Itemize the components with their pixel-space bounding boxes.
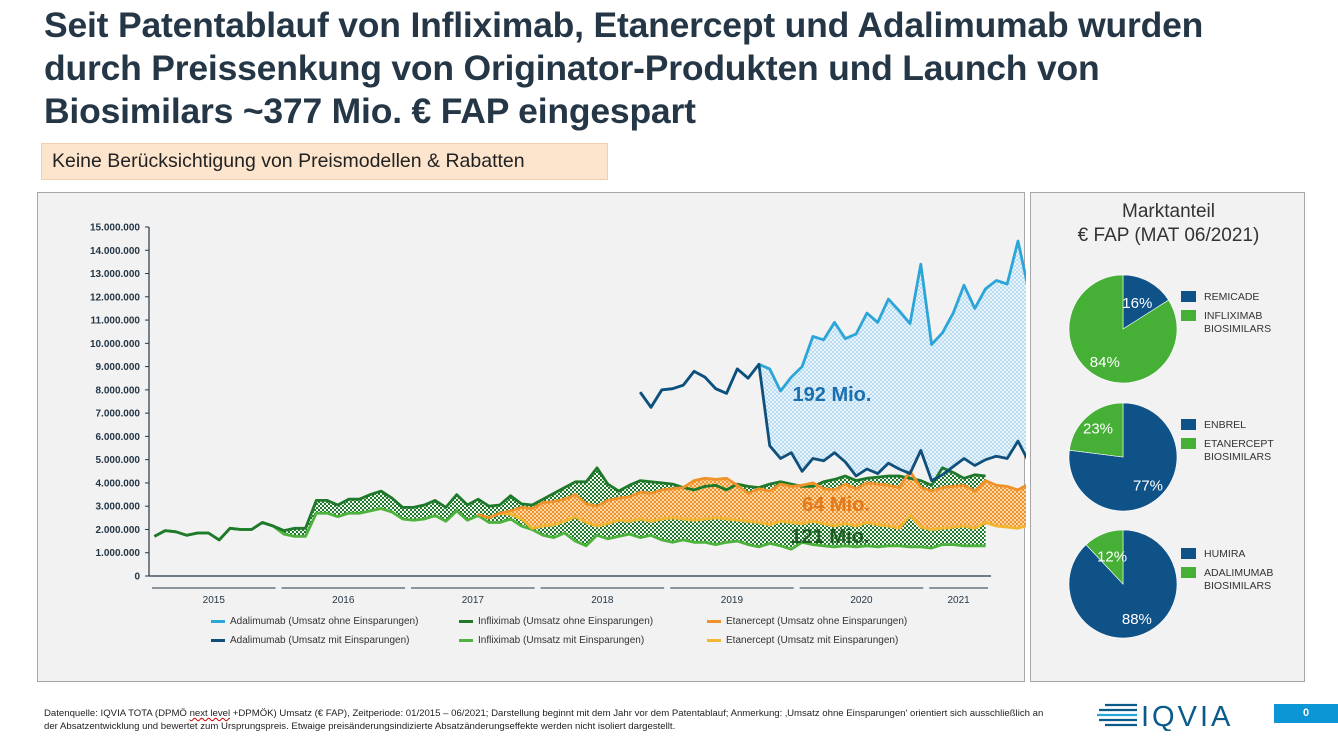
line-infliximab-ohne xyxy=(153,466,986,542)
pie-percent-label: 16% xyxy=(1122,295,1152,312)
y-tick-label: 13.000.000 xyxy=(90,269,140,280)
annotation-label: 64 Mio. xyxy=(802,494,870,516)
legend-swatch xyxy=(459,620,473,623)
year-label: 2021 xyxy=(947,595,970,606)
legend-swatch xyxy=(211,639,225,642)
y-tick-label: 5.000.000 xyxy=(96,455,141,466)
year-label: 2018 xyxy=(591,595,614,606)
pie-legend-swatch xyxy=(1181,438,1196,449)
y-tick-label: 9.000.000 xyxy=(96,362,141,373)
y-tick-label: 7.000.000 xyxy=(96,409,141,420)
legend-label: Etanercept (Umsatz ohne Einsparungen) xyxy=(726,616,908,627)
iqvia-logo: IQVIA xyxy=(1097,701,1233,731)
line-chart-panel: 0 1.000.000 2.000.000 3.000.000 4.000.000 5.0… xyxy=(37,192,1026,682)
legend-label: Adalimumab (Umsatz ohne Einsparungen) xyxy=(230,616,419,627)
footer-text-2: +DPMÖK) Umsatz (€ FAP), Zeitperiode: 01/… xyxy=(44,708,1044,732)
y-tick-label: 11.000.000 xyxy=(91,316,141,327)
y-tick-label: 15.000.000 xyxy=(90,223,140,234)
pie-panel-title-line2: € FAP (MAT 06/2021) xyxy=(1077,225,1260,246)
y-tick-label: 3.000.000 xyxy=(96,502,141,513)
legend-item: Adalimumab (Umsatz ohne Einsparungen) xyxy=(211,616,418,627)
legend-label: Adalimumab (Umsatz mit Einsparungen) xyxy=(230,635,410,646)
market-share-panel: Marktanteil € FAP (MAT 06/2021) 16% 84% 77… xyxy=(1030,192,1305,682)
annotation-label: 121 Mio. xyxy=(791,526,870,548)
year-label: 2019 xyxy=(721,595,744,606)
legend-swatch xyxy=(459,639,473,642)
logo-text: IQVIA xyxy=(1141,701,1233,731)
axes: 0 1.000.000 2.000.000 3.000.000 4.000.000 5.0… xyxy=(90,223,991,606)
legend-label: Infliximab (Umsatz ohne Einsparungen) xyxy=(478,616,654,627)
pie-legend-swatch xyxy=(1181,419,1196,430)
pie-percent-label: 23% xyxy=(1083,421,1113,438)
pie-legend-label: INFLIXIMAB BIOSIMILARS xyxy=(1204,310,1272,335)
legend-swatch xyxy=(707,620,721,623)
legend-swatch xyxy=(211,620,225,623)
savings-areas xyxy=(154,241,1026,550)
legend-label: Infliximab (Umsatz mit Einsparungen) xyxy=(478,635,645,646)
pie-percent-label: 12% xyxy=(1097,548,1127,565)
logo-lines-icon xyxy=(1097,703,1137,727)
page-number: 0 xyxy=(1274,704,1338,723)
y-tick-label: 4.000.000 xyxy=(96,478,141,489)
annotations: 192 Mio. 64 Mio. 121 Mio. xyxy=(791,384,872,548)
pie-legend-label: HUMIRA xyxy=(1204,548,1246,560)
series-lines xyxy=(153,239,1026,551)
y-tick-label: 12.000.000 xyxy=(90,292,140,303)
legend-item: Infliximab (Umsatz ohne Einsparungen) xyxy=(459,616,653,627)
line-adalimumab-mit xyxy=(639,362,1026,483)
legend-label: Etanercept (Umsatz mit Einsparungen) xyxy=(726,635,899,646)
pie-percent-label: 84% xyxy=(1090,354,1120,371)
pie-legend-label: ADALIMUMAB BIOSIMILARS xyxy=(1204,567,1274,592)
year-label: 2020 xyxy=(850,595,873,606)
legend-swatch xyxy=(707,639,721,642)
legend-item: Adalimumab (Umsatz mit Einsparungen) xyxy=(211,635,410,646)
slide-title: Seit Patentablauf von Infliximab, Etaner… xyxy=(44,5,1204,131)
year-label: 2017 xyxy=(462,595,485,606)
pie-slice-biosimilar xyxy=(1068,274,1178,384)
line-etanercept-mit xyxy=(477,511,1026,531)
note-box: Keine Berücksichtigung von Preismodellen… xyxy=(41,143,608,180)
pie-chart: 77% 23% xyxy=(1068,402,1178,512)
pie-percent-label: 77% xyxy=(1133,477,1163,494)
year-label: 2016 xyxy=(332,595,355,606)
y-tick-label: 2.000.000 xyxy=(96,525,141,536)
pie-slice-originator xyxy=(1122,274,1170,330)
pie-charts: 16% 84% 77% 23% 88% 12% xyxy=(1068,274,1178,639)
pie-legend-swatch xyxy=(1181,548,1196,559)
line-infliximab-mit xyxy=(153,507,986,551)
legend-item: Etanercept (Umsatz mit Einsparungen) xyxy=(707,635,898,646)
pie-legend-swatch xyxy=(1181,291,1196,302)
footer-source-note: Datenquelle: IQVIA TOTA (DPMÖ next level… xyxy=(44,707,1044,733)
pie-slice-biosimilar xyxy=(1085,529,1124,585)
pie-chart: 88% 12% xyxy=(1068,529,1178,639)
line-etanercept-ohne xyxy=(477,469,1026,520)
pie-chart: 16% 84% xyxy=(1068,274,1178,384)
pie-percent-label: 88% xyxy=(1122,611,1152,628)
footer-text-underlined: next level xyxy=(189,708,231,719)
y-tick-label: 1.000.000 xyxy=(96,548,141,559)
y-tick-label: 8.000.000 xyxy=(96,385,141,396)
pie-legend-swatch xyxy=(1181,310,1196,321)
year-label: 2015 xyxy=(203,595,226,606)
pie-slice-biosimilar xyxy=(1069,402,1124,458)
annotation-label: 192 Mio. xyxy=(793,384,872,406)
legend-item: Etanercept (Umsatz ohne Einsparungen) xyxy=(707,616,907,627)
line-chart: 0 1.000.000 2.000.000 3.000.000 4.000.000 5.0… xyxy=(90,223,1026,606)
y-tick-label: 10.000.000 xyxy=(90,339,140,350)
y-tick-label: 0 xyxy=(134,572,140,583)
footer-text-1: Datenquelle: IQVIA TOTA (DPMÖ xyxy=(44,708,190,719)
pie-legend-label: REMICADE xyxy=(1204,291,1260,303)
legend-item: Infliximab (Umsatz mit Einsparungen) xyxy=(459,635,644,646)
pie-legend-label: ETANERCEPT BIOSIMILARS xyxy=(1204,438,1274,463)
pie-legend-label: ENBREL xyxy=(1204,419,1247,431)
pie-panel-title-line1: Marktanteil xyxy=(1122,201,1215,222)
pie-legend-swatch xyxy=(1181,567,1196,578)
y-tick-label: 14.000.000 xyxy=(90,246,140,257)
y-tick-label: 6.000.000 xyxy=(96,432,141,443)
area-adalimumab xyxy=(640,241,1026,481)
